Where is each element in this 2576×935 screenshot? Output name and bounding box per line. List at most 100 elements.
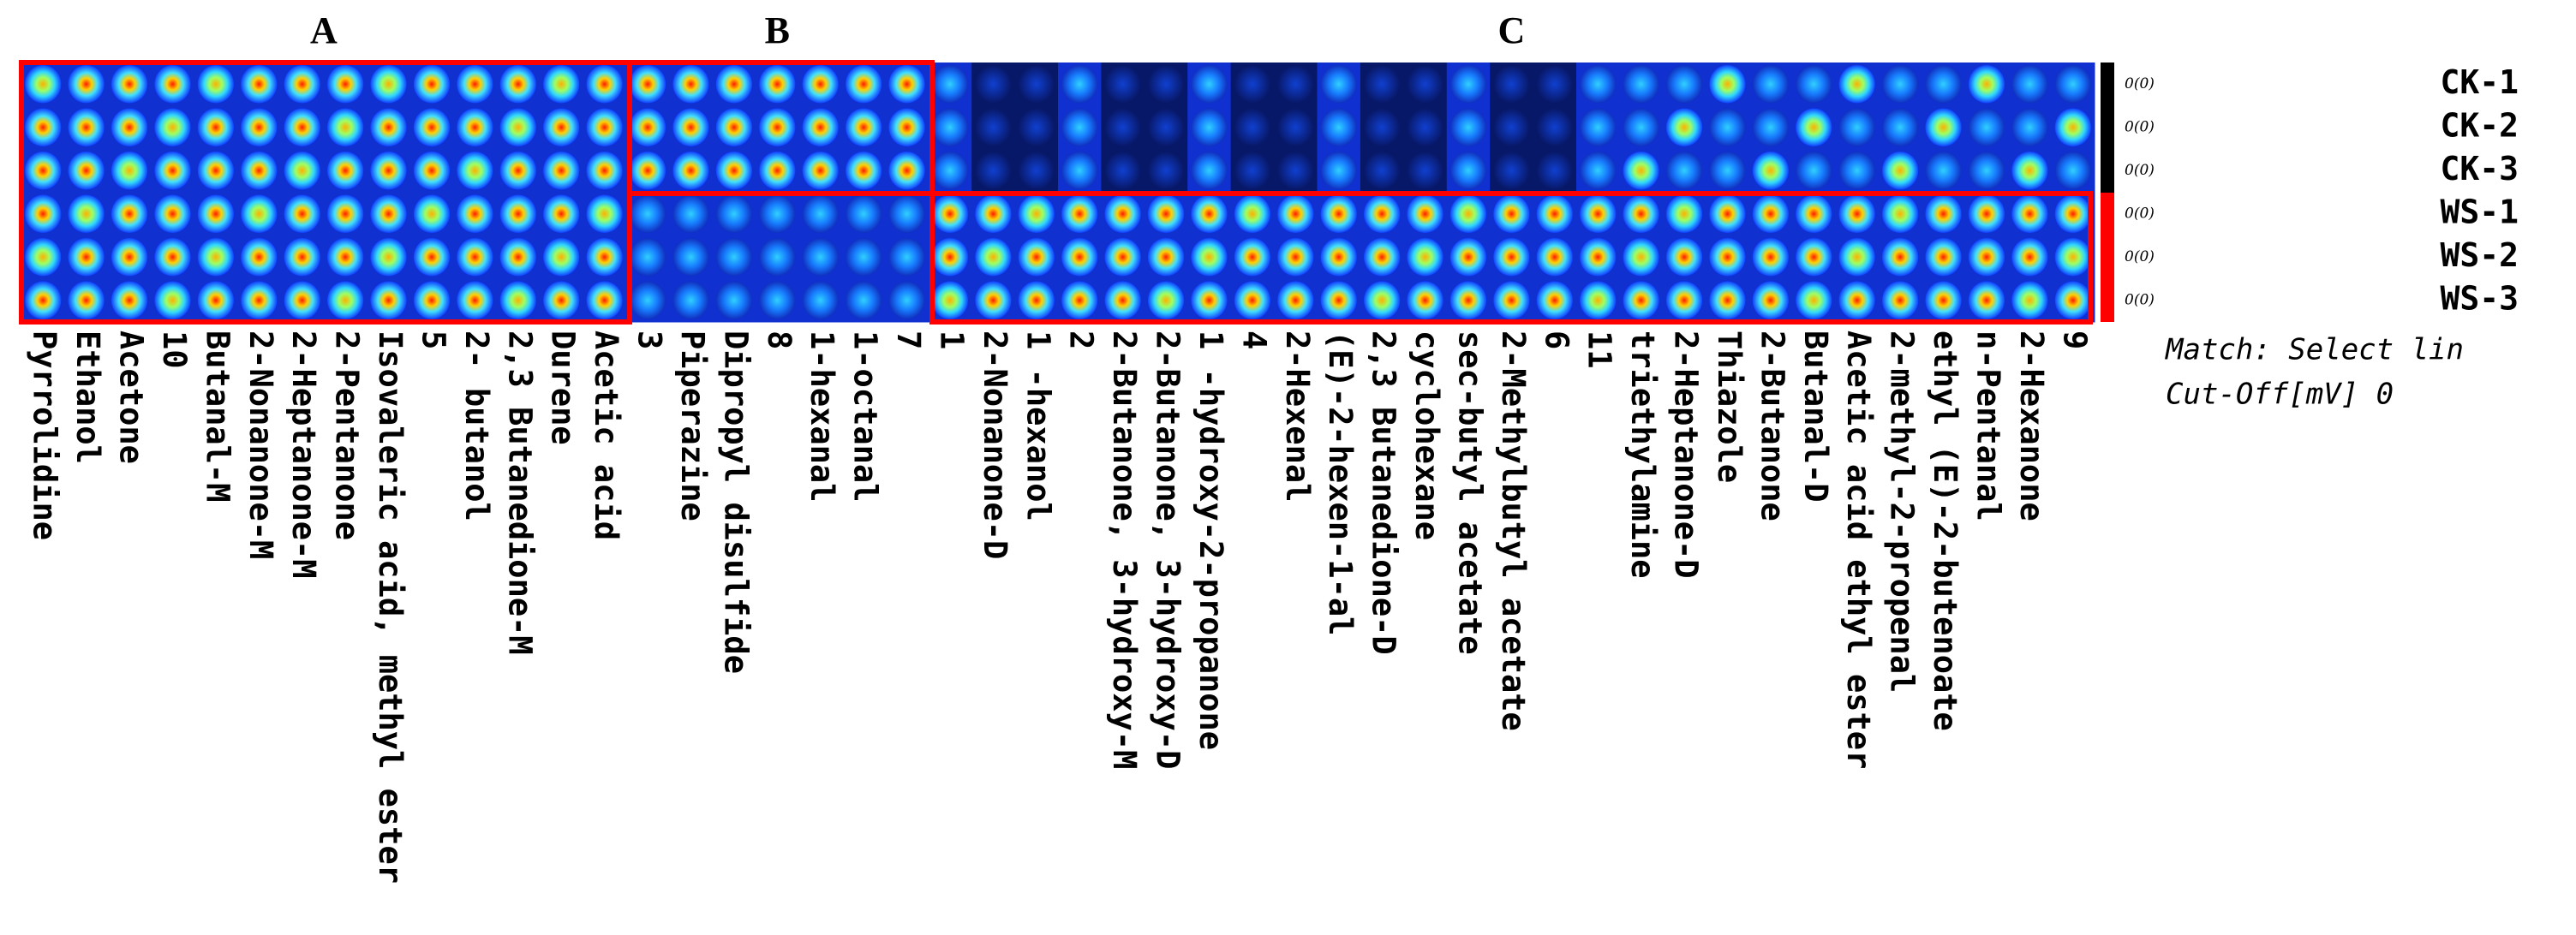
spot: [629, 65, 666, 104]
spot: [1881, 238, 1919, 277]
spot: [1018, 152, 1055, 190]
spot: [1665, 65, 1703, 104]
spot: [1147, 152, 1185, 190]
spot: [1407, 152, 1443, 190]
spot: [1320, 238, 1357, 277]
spot: [1449, 238, 1487, 277]
spot: [1838, 152, 1875, 190]
spot: [25, 152, 62, 190]
spot: [543, 152, 580, 190]
spot: [1191, 65, 1228, 104]
spot: [2011, 152, 2048, 190]
spot: [759, 152, 796, 190]
sample-code: 0(0): [2125, 118, 2155, 135]
spot: [1580, 108, 1617, 146]
spot: [499, 152, 536, 190]
sample-label: WS-2: [2440, 236, 2519, 274]
spot: [241, 194, 278, 233]
spot: [370, 152, 407, 190]
spot: [931, 238, 969, 277]
spot: [154, 65, 191, 104]
sample-label: CK-2: [2440, 106, 2519, 144]
spot: [672, 238, 709, 277]
spot: [197, 281, 235, 319]
spot: [1191, 108, 1228, 146]
compound-label: Acetic acid ethyl ester: [1840, 331, 1877, 769]
spot: [845, 108, 882, 146]
compound-label: Acetic acid: [588, 331, 625, 540]
spot: [68, 152, 105, 190]
spot: [284, 281, 320, 319]
spot: [1838, 281, 1875, 319]
spot: [1968, 194, 2005, 233]
section-label: B: [765, 9, 790, 51]
spot: [1493, 108, 1530, 146]
compound-label: 2-Hexenal: [1279, 331, 1316, 502]
spot: [413, 65, 451, 104]
box-b: [627, 60, 935, 196]
compound-label: 3: [631, 331, 668, 349]
spot: [1796, 108, 1832, 146]
spot: [1925, 65, 1962, 104]
spot: [672, 65, 709, 104]
spot: [715, 238, 753, 277]
spot: [1018, 194, 1055, 233]
spot: [1449, 281, 1487, 319]
spot: [1881, 152, 1919, 190]
spot: [1407, 281, 1443, 319]
compound-label: 7: [890, 331, 927, 349]
spot: [2011, 65, 2048, 104]
spot: [1363, 65, 1401, 104]
spot: [370, 65, 407, 104]
spot: [326, 65, 364, 104]
spot: [1925, 281, 1962, 319]
spot: [1536, 194, 1573, 233]
compound-label: 4: [1235, 331, 1272, 349]
spot: [586, 194, 623, 233]
spot: [370, 281, 407, 319]
spot: [975, 152, 1012, 190]
spot: [1061, 194, 1098, 233]
spot: [543, 108, 580, 146]
compound-label: 5: [415, 331, 451, 349]
spot: [1709, 65, 1746, 104]
compound-label: 2-Pentanone: [329, 331, 366, 540]
spot: [111, 281, 148, 319]
sample-label: CK-3: [2440, 150, 2519, 188]
compound-label: 2-Butanone: [1754, 331, 1790, 521]
compound-label: 2-Heptanone-D: [1668, 331, 1705, 579]
spot: [457, 152, 493, 190]
spot: [1147, 108, 1185, 146]
spot: [802, 152, 839, 190]
spot: [154, 194, 191, 233]
spot: [759, 194, 796, 233]
spot: [1925, 152, 1962, 190]
spot: [457, 281, 493, 319]
spot: [759, 65, 796, 104]
spot: [1881, 194, 1919, 233]
spot: [1449, 194, 1487, 233]
spot: [802, 65, 839, 104]
compound-label: 11: [1581, 331, 1618, 369]
spot: [1147, 65, 1185, 104]
spot: [586, 108, 623, 146]
spot: [1536, 281, 1573, 319]
spot: [975, 108, 1012, 146]
spot: [1838, 238, 1875, 277]
spot: [1709, 238, 1746, 277]
spot: [715, 281, 753, 319]
compound-label: 2- butanol: [458, 331, 495, 521]
spot: [1796, 194, 1832, 233]
spot: [802, 108, 839, 146]
spot: [759, 238, 796, 277]
spot: [154, 152, 191, 190]
spot: [241, 108, 278, 146]
spot: [802, 238, 839, 277]
spot: [68, 194, 105, 233]
section-label: A: [310, 9, 338, 51]
compound-label: Butanal-M: [199, 331, 236, 502]
compound-label: 2,3 Butanedione-D: [1366, 331, 1402, 655]
spot: [1493, 65, 1530, 104]
spot: [326, 194, 364, 233]
spot: [543, 281, 580, 319]
